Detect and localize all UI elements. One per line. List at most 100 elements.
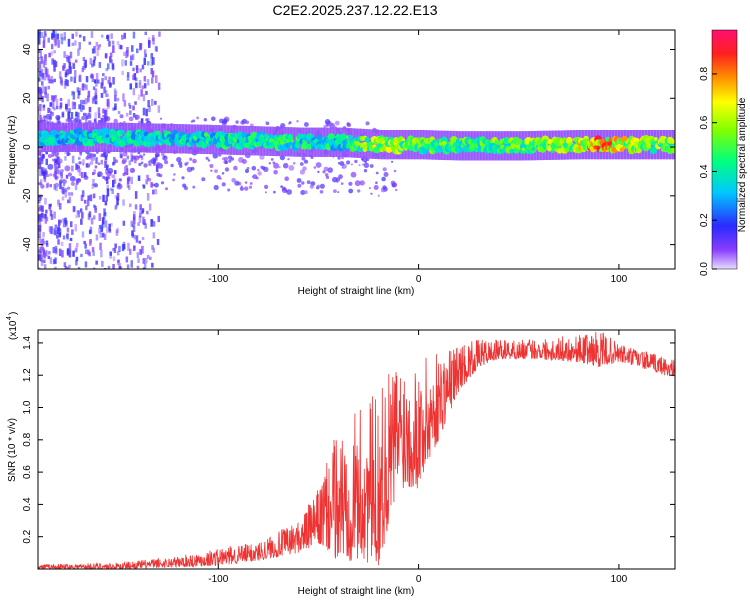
heat-noise-cell	[98, 195, 102, 200]
heat-scatter-cell	[227, 188, 231, 192]
heat-scatter-cell	[289, 121, 292, 124]
heat-noise-cell	[91, 74, 95, 83]
heat-scatter-cell	[85, 163, 91, 168]
heat-noise-cell	[64, 72, 68, 78]
heat-scatter-cell	[76, 181, 80, 184]
heat-noise-cell	[38, 213, 42, 221]
heat-noise-cell	[51, 112, 54, 117]
heat-noise-cell	[127, 242, 130, 251]
heat-scatter-cell	[248, 185, 253, 189]
heat-noise-cell	[45, 119, 48, 124]
heat-noise-cell	[128, 102, 131, 107]
heat-scatter-cell	[192, 158, 197, 164]
heat-noise-cell	[85, 84, 88, 90]
heat-noise-cell	[64, 150, 67, 155]
heat-noise-cell	[87, 90, 91, 98]
heat-noise-cell	[117, 110, 121, 115]
heat-noise-cell	[99, 242, 102, 251]
heat-noise-cell	[61, 196, 65, 201]
heat-noise-cell	[64, 187, 68, 192]
heat-noise-cell	[88, 106, 92, 113]
heat-scatter-cell	[116, 183, 123, 190]
heat-noise-cell	[54, 165, 57, 173]
heat-scatter-cell	[260, 165, 264, 169]
heat-noise-cell	[81, 65, 85, 70]
heat-noise-cell	[38, 159, 41, 165]
heat-noise-cell	[143, 269, 146, 276]
heat-noise-cell	[59, 98, 63, 102]
heat-noise-cell	[108, 76, 111, 85]
bottom-y-tick-label: 0.4	[22, 497, 33, 511]
heat-scatter-cell	[323, 125, 327, 129]
top-y-axis-label: Frequency (Hz)	[7, 116, 18, 185]
heat-noise-cell	[135, 82, 138, 89]
heat-noise-cell	[50, 51, 54, 56]
heat-scatter-cell	[111, 174, 116, 179]
heat-noise-cell	[81, 86, 84, 91]
heat-noise-cell	[128, 160, 131, 166]
heat-scatter-cell	[278, 165, 281, 169]
heat-noise-cell	[114, 95, 117, 102]
heat-noise-cell	[45, 209, 48, 214]
heat-noise-cell	[38, 234, 41, 239]
heat-scatter-cell	[304, 122, 309, 127]
heat-noise-cell	[147, 100, 150, 108]
heat-noise-cell	[69, 66, 72, 74]
heat-noise-cell	[38, 194, 41, 199]
heat-noise-cell	[44, 92, 47, 98]
heat-noise-cell	[138, 240, 141, 244]
heat-noise-cell	[152, 247, 155, 253]
heat-scatter-cell	[38, 182, 42, 186]
heat-noise-cell	[72, 91, 76, 100]
heat-noise-cell	[132, 105, 135, 111]
heat-noise-cell	[137, 175, 141, 181]
heat-scatter-cell	[313, 166, 317, 169]
heat-noise-cell	[135, 235, 139, 243]
heat-noise-cell	[69, 51, 73, 59]
heat-scatter-cell	[259, 154, 265, 160]
heat-noise-cell	[102, 232, 105, 238]
heat-scatter-cell	[203, 118, 207, 122]
heat-noise-cell	[52, 101, 55, 109]
heat-noise-cell	[78, 156, 81, 160]
heat-scatter-cell	[363, 169, 368, 173]
heat-noise-cell	[84, 243, 87, 249]
heat-noise-cell	[79, 34, 82, 38]
heat-scatter-cell	[324, 119, 331, 125]
heat-noise-cell	[71, 42, 75, 46]
heat-noise-cell	[78, 104, 81, 110]
heat-noise-cell	[114, 170, 117, 175]
heat-noise-cell	[142, 107, 146, 116]
heat-noise-cell	[40, 90, 43, 95]
heat-noise-cell	[74, 40, 77, 46]
heat-noise-cell	[142, 94, 146, 102]
heat-scatter-cell	[375, 181, 378, 184]
heat-noise-cell	[85, 249, 88, 254]
heat-noise-cell	[129, 110, 132, 115]
heat-noise-cell	[56, 118, 59, 124]
heat-scatter-cell	[264, 191, 267, 194]
heat-noise-cell	[131, 45, 134, 52]
heat-noise-cell	[62, 186, 65, 195]
heat-noise-cell	[139, 213, 142, 218]
heat-noise-cell	[122, 220, 126, 226]
heat-noise-cell	[84, 261, 88, 268]
heat-scatter-cell	[375, 171, 379, 175]
heat-scatter-cell	[281, 186, 287, 191]
heat-noise-cell	[38, 48, 41, 53]
bottom-plot-background	[38, 330, 675, 569]
heat-noise-cell	[114, 243, 117, 249]
heat-noise-cell	[116, 41, 120, 45]
heat-noise-cell	[84, 172, 87, 178]
heat-scatter-cell	[207, 159, 211, 162]
heat-scatter-cell	[154, 182, 159, 188]
heat-noise-cell	[75, 256, 79, 262]
y-scale-factor: (x10 4 )	[6, 312, 19, 340]
heat-noise-cell	[77, 48, 80, 56]
heat-noise-cell	[38, 110, 41, 116]
heat-scatter-cell	[67, 172, 72, 177]
heat-scatter-cell	[222, 118, 228, 124]
top-y-tick-label: 0	[22, 144, 33, 150]
heat-noise-cell	[53, 259, 57, 264]
heat-noise-cell	[139, 204, 142, 210]
